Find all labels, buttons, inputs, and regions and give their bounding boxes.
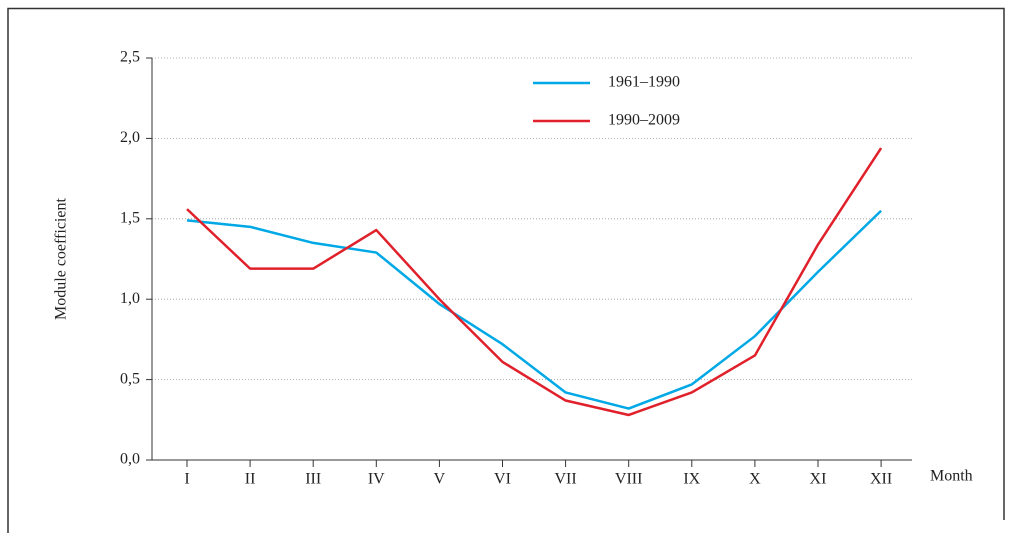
line-series [186,209,882,410]
frame [7,7,1005,533]
legend-label: 1961–1990 [608,74,680,91]
y-tick-label: 1,0 [120,290,140,307]
x-tick-label: III [305,471,321,488]
x-tick-label: XII [870,471,892,488]
x-axis-label: Month [930,468,973,485]
x-tick-label: VII [554,471,576,488]
y-axis-label: Module coefficient [53,198,70,320]
x-tick-label: VIII [615,471,643,488]
y-tick-label: 2,5 [120,49,140,66]
x-tick-label: VI [494,471,511,488]
y-tick-label: 0,5 [120,370,140,387]
y-tick-label: 1,5 [120,209,140,226]
x-tick-label: IX [683,471,700,488]
x-tick-label: X [749,471,761,488]
x-tick-label: II [245,471,256,488]
x-tick-label: V [434,471,446,488]
x-tick-label: IV [368,471,385,488]
x-tick-label: XI [810,471,827,488]
y-tick-label: 0,0 [120,451,140,468]
x-tick-label: I [184,471,189,488]
y-tick-label: 2,0 [120,129,140,146]
legend-label: 1990–2009 [608,112,680,129]
line-series [186,147,883,417]
